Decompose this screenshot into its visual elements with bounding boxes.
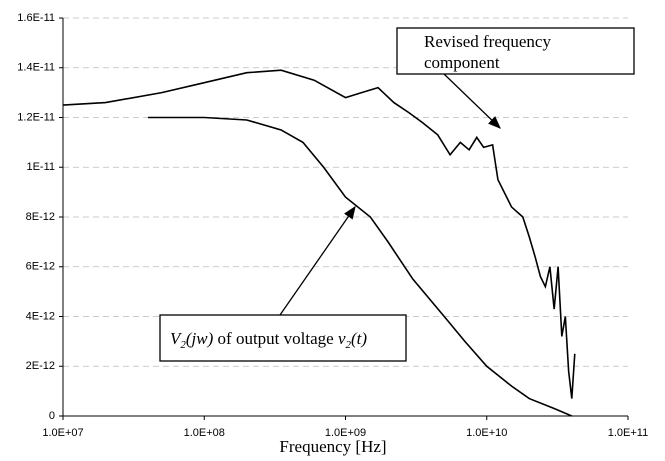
x-tick-label: 1.0E+09 <box>325 427 366 439</box>
annotation-segment: 2 <box>180 339 186 351</box>
y-tick-label: 8E-12 <box>26 211 55 223</box>
annotation-segment: v <box>338 329 346 348</box>
y-tick-label: 6E-12 <box>26 261 55 273</box>
annotation-text: component <box>424 53 500 72</box>
y-tick-label: 1.6E-11 <box>17 12 55 24</box>
annotation-text: V2(jw) of output voltage v2(t) <box>170 329 367 351</box>
plot-area: 0 2E-12 4E-12 6E-12 8E-12 1E-11 1.2E-11 1.4E-11… <box>17 12 648 439</box>
annotation-box <box>159 314 407 362</box>
y-tick-label: 1.4E-11 <box>17 62 55 74</box>
y-tick-label: 0 <box>49 410 55 422</box>
annotation-segment: (jw) <box>186 329 214 348</box>
arrow <box>443 73 501 129</box>
x-tick-label: 1.0E+11 <box>608 427 648 439</box>
y-tick-label: 1E-11 <box>26 161 55 173</box>
annotation-segment: (t) <box>351 329 367 348</box>
annotation-segment: V <box>170 329 183 348</box>
y-tick-label: 2E-12 <box>26 360 55 372</box>
x-tick-label: 1.0E+07 <box>42 427 83 439</box>
y-tick-label: 1.2E-11 <box>17 111 55 123</box>
arrow <box>279 205 356 316</box>
annotation-box <box>396 27 635 75</box>
x-tick-label: 1.0E+08 <box>184 427 225 439</box>
x-axis-label: Frequency [Hz] <box>279 437 386 456</box>
line-series <box>148 116 573 417</box>
annotation-segment: 2 <box>345 339 351 351</box>
y-tick-label: 4E-12 <box>26 310 55 322</box>
x-tick-label: 1.0E+10 <box>466 427 507 439</box>
line-series <box>62 69 576 399</box>
annotation-text: Revised frequency <box>424 32 551 51</box>
annotation-segment: of output voltage <box>213 329 338 348</box>
